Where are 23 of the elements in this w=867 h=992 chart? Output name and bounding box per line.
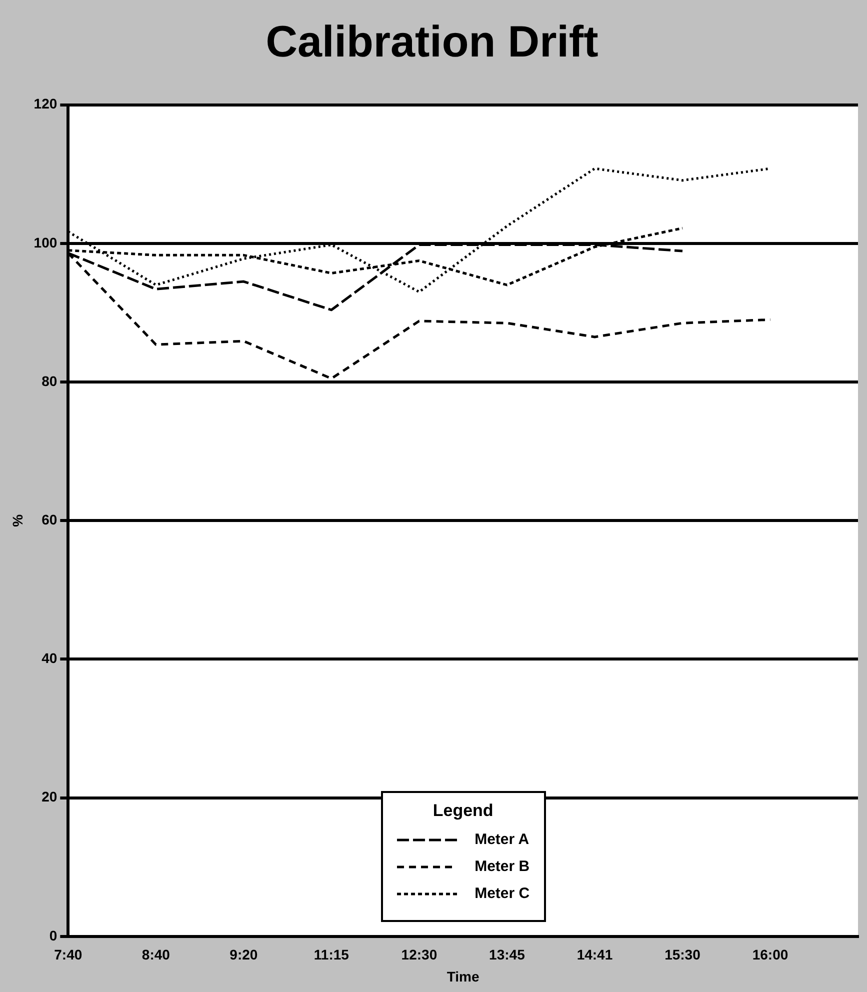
x-tick-label: 15:30: [664, 946, 701, 963]
chart-title: Calibration Drift: [266, 18, 599, 67]
x-tick-label: 14:41: [576, 946, 613, 963]
legend-label: Meter C: [474, 885, 530, 902]
x-tick-label: 12:30: [401, 946, 438, 963]
y-tick-label: 60: [42, 511, 58, 528]
y-tick-label: 80: [42, 372, 58, 389]
x-tick-label: 16:00: [752, 946, 788, 963]
x-tick-label: 7:40: [54, 946, 82, 963]
x-axis-title: Time: [446, 968, 480, 984]
legend-label: Meter A: [474, 831, 530, 848]
x-tick-label: 13:45: [489, 946, 526, 963]
y-tick-label: 100: [34, 234, 58, 250]
y-tick-label: 20: [42, 788, 58, 805]
legend-label: Meter B: [474, 858, 530, 876]
y-tick-label: 40: [42, 650, 58, 666]
legend-title: Legend: [432, 801, 494, 822]
y-axis-title: %: [9, 514, 26, 527]
y-tick-label: 120: [34, 96, 58, 112]
x-tick-label: 9:20: [230, 946, 258, 963]
x-tick-label: 11:15: [314, 946, 350, 963]
x-tick-label: 8:40: [142, 946, 170, 963]
y-tick-label: 0: [49, 927, 58, 944]
